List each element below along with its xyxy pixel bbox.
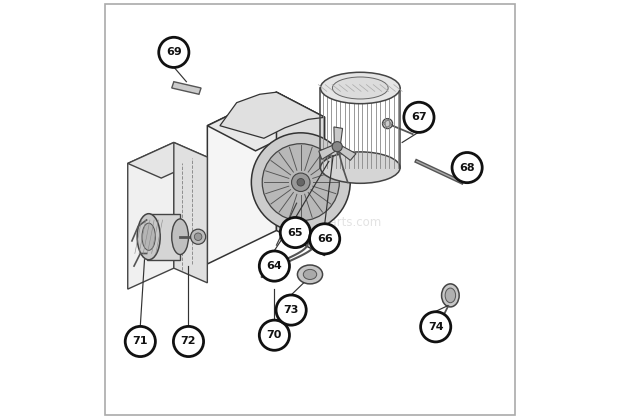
Circle shape <box>452 153 482 183</box>
Text: 67: 67 <box>411 112 427 122</box>
Text: 70: 70 <box>267 330 282 340</box>
Text: 68: 68 <box>459 163 475 173</box>
Text: 65: 65 <box>288 228 303 238</box>
Circle shape <box>328 146 338 156</box>
Polygon shape <box>335 145 356 160</box>
Polygon shape <box>128 142 207 178</box>
Polygon shape <box>172 82 201 94</box>
Circle shape <box>383 119 392 129</box>
Polygon shape <box>207 92 325 151</box>
Ellipse shape <box>137 214 160 260</box>
Circle shape <box>309 224 340 254</box>
Text: 73: 73 <box>283 305 299 315</box>
Circle shape <box>297 178 304 186</box>
Ellipse shape <box>142 223 156 251</box>
Polygon shape <box>146 214 180 260</box>
Circle shape <box>125 326 156 357</box>
Polygon shape <box>128 142 174 289</box>
Polygon shape <box>174 142 207 283</box>
Text: 69: 69 <box>166 47 182 57</box>
Circle shape <box>280 217 311 248</box>
Polygon shape <box>220 92 325 138</box>
Text: 64: 64 <box>267 261 282 271</box>
Ellipse shape <box>298 265 322 284</box>
Text: 74: 74 <box>428 322 443 332</box>
Ellipse shape <box>321 72 400 103</box>
Circle shape <box>194 233 202 241</box>
Text: 66: 66 <box>317 234 332 244</box>
Circle shape <box>332 142 342 152</box>
Circle shape <box>291 173 310 191</box>
Circle shape <box>159 37 189 67</box>
Circle shape <box>174 326 203 357</box>
Circle shape <box>262 144 339 221</box>
Ellipse shape <box>303 269 317 279</box>
Circle shape <box>420 312 451 342</box>
Ellipse shape <box>321 152 400 184</box>
Polygon shape <box>277 92 325 256</box>
Circle shape <box>259 251 290 281</box>
Text: eReplacementParts.com: eReplacementParts.com <box>238 215 382 229</box>
Circle shape <box>259 320 290 350</box>
Polygon shape <box>207 92 277 264</box>
Ellipse shape <box>441 284 459 307</box>
Ellipse shape <box>445 288 456 303</box>
Circle shape <box>190 229 206 244</box>
Polygon shape <box>334 127 343 147</box>
Circle shape <box>276 295 306 325</box>
Text: 71: 71 <box>133 336 148 347</box>
Text: 72: 72 <box>181 336 197 347</box>
Polygon shape <box>319 144 339 159</box>
Ellipse shape <box>172 219 188 255</box>
Circle shape <box>251 133 350 232</box>
Circle shape <box>404 102 434 132</box>
Ellipse shape <box>332 77 388 99</box>
